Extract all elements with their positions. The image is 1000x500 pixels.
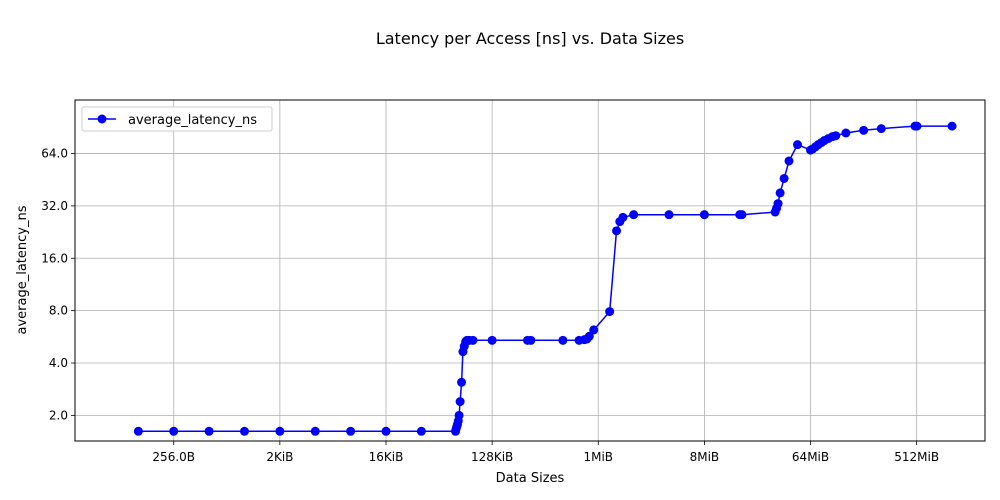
data-point — [737, 210, 747, 220]
data-point — [779, 173, 789, 183]
y-axis-label: average_latency_ns — [15, 205, 30, 334]
data-point — [784, 156, 794, 166]
x-tick-label: 256.0B — [152, 450, 195, 464]
data-point — [346, 426, 356, 436]
data-point — [558, 335, 568, 345]
y-tick-label: 2.0 — [49, 408, 68, 422]
y-tick-label: 4.0 — [49, 356, 68, 370]
data-point — [773, 199, 783, 209]
data-point — [381, 426, 391, 436]
y-tick-label: 32.0 — [41, 199, 68, 213]
legend-label: average_latency_ns — [128, 113, 257, 128]
data-point — [859, 125, 869, 135]
data-point — [605, 307, 615, 317]
x-tick-label: 16KiB — [369, 450, 404, 464]
y-tick-label: 64.0 — [41, 147, 68, 161]
data-point — [629, 210, 639, 220]
data-point — [169, 426, 179, 436]
data-point — [664, 210, 674, 220]
series-line — [138, 125, 952, 433]
data-point — [584, 331, 594, 341]
legend: average_latency_ns — [81, 106, 273, 132]
data-point — [455, 397, 465, 407]
x-tick-label: 8MiB — [690, 450, 720, 464]
data-point — [457, 377, 467, 387]
data-point — [793, 140, 803, 150]
data-point — [775, 188, 785, 198]
data-point — [618, 212, 628, 222]
y-tick-label: 8.0 — [49, 304, 68, 318]
data-point — [699, 210, 709, 220]
legend-marker — [97, 114, 107, 124]
data-point — [526, 335, 536, 345]
data-point — [468, 335, 478, 345]
data-point — [204, 426, 214, 436]
x-tick-label: 1MiB — [583, 450, 613, 464]
data-point — [133, 426, 143, 436]
x-tick-label: 512MiB — [894, 450, 939, 464]
x-tick-label: 64MiB — [792, 450, 829, 464]
data-point — [912, 121, 922, 131]
data-point — [612, 226, 622, 236]
data-point — [876, 124, 886, 134]
x-axis-label: Data Sizes — [496, 471, 565, 486]
x-tick-label: 2KiB — [266, 450, 293, 464]
legend-box — [81, 106, 273, 132]
data-point — [487, 335, 497, 345]
data-point — [454, 410, 464, 420]
chart-title: Latency per Access [ns] vs. Data Sizes — [376, 29, 684, 48]
data-point — [589, 325, 599, 335]
data-point — [416, 426, 426, 436]
y-tick-label: 16.0 — [41, 251, 68, 265]
data-point — [239, 426, 249, 436]
x-tick-label: 128KiB — [471, 450, 513, 464]
plot-area — [74, 99, 986, 442]
data-point — [831, 131, 841, 141]
data-point — [275, 426, 285, 436]
data-point — [947, 121, 957, 131]
data-point — [841, 128, 851, 138]
data-point — [310, 426, 320, 436]
